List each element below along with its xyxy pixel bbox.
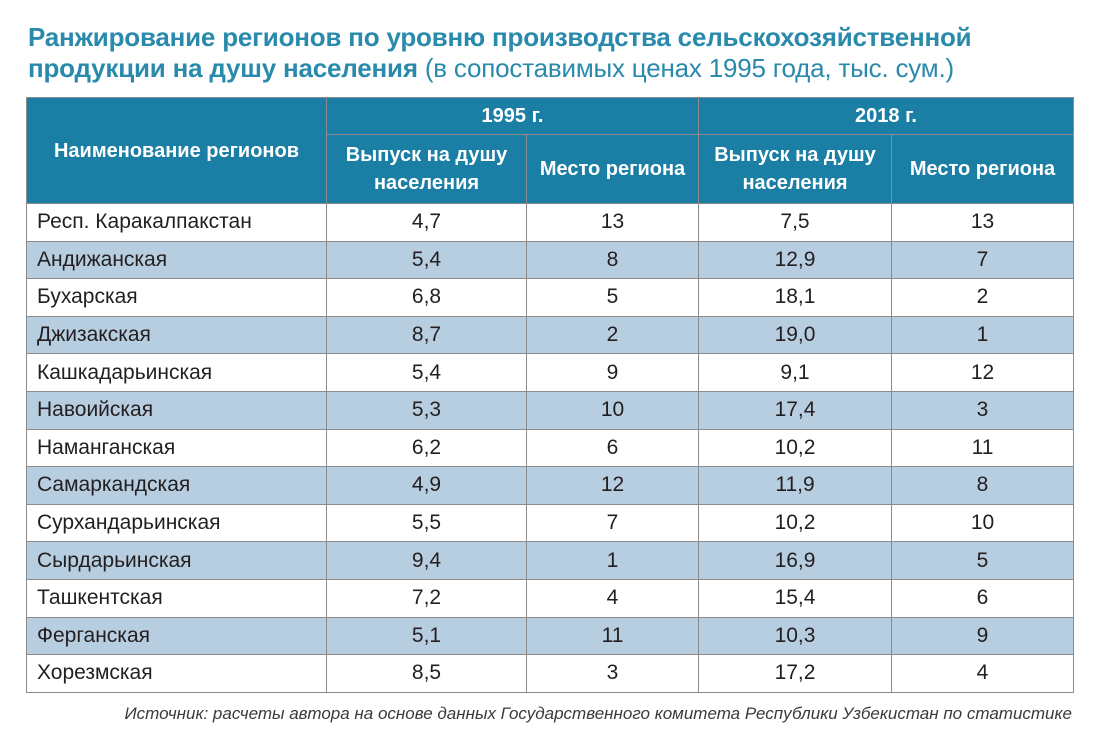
rank-1995-cell: 13 <box>526 203 699 242</box>
output-1995-cell: 5,4 <box>326 353 527 392</box>
region-cell: Респ. Каракалпакстан <box>26 203 327 242</box>
output-1995-cell: 4,9 <box>326 466 527 505</box>
output-1995-cell: 8,7 <box>326 315 527 355</box>
output-2018-cell: 12,9 <box>698 240 892 280</box>
rank-1995-header: Место региона <box>526 134 699 204</box>
output-1995-cell: 8,5 <box>326 654 527 693</box>
output-1995-cell: 6,8 <box>326 278 527 317</box>
output-1995-cell: 7,2 <box>326 578 527 618</box>
output-1995-cell: 5,3 <box>326 390 527 430</box>
rank-2018-cell: 5 <box>891 541 1074 580</box>
rank-2018-cell: 1 <box>891 315 1074 355</box>
rank-1995-cell: 3 <box>526 654 699 693</box>
output-2018-cell: 17,4 <box>698 390 892 430</box>
region-cell: Сырдарьинская <box>26 541 327 580</box>
rank-2018-cell: 4 <box>891 654 1074 693</box>
rank-2018-cell: 10 <box>891 503 1074 543</box>
output-2018-cell: 17,2 <box>698 654 892 693</box>
table-row: Бухарская 6,8 5 18,1 2 <box>26 278 1074 317</box>
table-row: Ферганская 5,1 11 10,3 9 <box>26 616 1074 656</box>
output-2018-cell: 10,3 <box>698 616 892 656</box>
output-2018-cell: 10,2 <box>698 503 892 543</box>
output-1995-cell: 5,1 <box>326 616 527 656</box>
rank-1995-cell: 10 <box>526 390 699 430</box>
output-2018-cell: 7,5 <box>698 203 892 242</box>
region-cell: Наманганская <box>26 428 327 468</box>
region-cell: Сурхандарьинская <box>26 503 327 543</box>
output-2018-cell: 18,1 <box>698 278 892 317</box>
table-row: Сурхандарьинская 5,5 7 10,2 10 <box>26 503 1074 543</box>
output-1995-cell: 9,4 <box>326 541 527 580</box>
region-cell: Кашкадарьинская <box>26 353 327 392</box>
rank-1995-cell: 4 <box>526 578 699 618</box>
table-row: Ташкентская 7,2 4 15,4 6 <box>26 578 1074 618</box>
region-cell: Хорезмская <box>26 654 327 693</box>
rank-1995-cell: 5 <box>526 278 699 317</box>
output-2018-cell: 10,2 <box>698 428 892 468</box>
ranking-table: Наименование регионов 1995 г. 2018 г. Вы… <box>26 97 1074 693</box>
table-row: Кашкадарьинская 5,4 9 9,1 12 <box>26 353 1074 392</box>
output-1995-cell: 4,7 <box>326 203 527 242</box>
table-row: Хорезмская 8,5 3 17,2 4 <box>26 654 1074 693</box>
title-subtitle: (в сопоставимых ценах 1995 года, тыс. су… <box>424 53 954 83</box>
output-1995-cell: 5,4 <box>326 240 527 280</box>
region-cell: Ферганская <box>26 616 327 656</box>
table-header: Наименование регионов 1995 г. 2018 г. Вы… <box>26 97 1074 204</box>
table-row: Андижанская 5,4 8 12,9 7 <box>26 240 1074 280</box>
table-row: Самаркандская 4,9 12 11,9 8 <box>26 466 1074 505</box>
output-2018-cell: 19,0 <box>698 315 892 355</box>
rank-2018-cell: 11 <box>891 428 1074 468</box>
table-row: Наманганская 6,2 6 10,2 11 <box>26 428 1074 468</box>
output-1995-cell: 5,5 <box>326 503 527 543</box>
source-note: Источник: расчеты автора на основе данны… <box>124 704 1072 723</box>
region-cell: Ташкентская <box>26 578 327 618</box>
output-1995-header: Выпуск на душу населения <box>326 134 527 204</box>
rank-1995-cell: 6 <box>526 428 699 468</box>
rank-2018-header: Место региона <box>891 134 1074 204</box>
rank-1995-cell: 8 <box>526 240 699 280</box>
output-2018-header: Выпуск на душу населения <box>698 134 892 204</box>
output-2018-cell: 11,9 <box>698 466 892 505</box>
table-body: Респ. Каракалпакстан 4,7 13 7,5 13 Андижанска… <box>26 203 1074 693</box>
rank-2018-cell: 6 <box>891 578 1074 618</box>
rank-2018-cell: 13 <box>891 203 1074 242</box>
rank-1995-cell: 12 <box>526 466 699 505</box>
table-row: Навоийская 5,3 10 17,4 3 <box>26 390 1074 430</box>
table-row: Джизакская 8,7 2 19,0 1 <box>26 315 1074 355</box>
region-cell: Бухарская <box>26 278 327 317</box>
rank-2018-cell: 7 <box>891 240 1074 280</box>
rank-2018-cell: 3 <box>891 390 1074 430</box>
year-1995-header: 1995 г. <box>326 97 699 135</box>
region-column-header: Наименование регионов <box>26 97 327 204</box>
output-1995-cell: 6,2 <box>326 428 527 468</box>
rank-2018-cell: 12 <box>891 353 1074 392</box>
rank-1995-cell: 7 <box>526 503 699 543</box>
title-main: Ранжирование регионов по уровню производ… <box>28 22 972 83</box>
region-cell: Самаркандская <box>26 466 327 505</box>
table-row: Сырдарьинская 9,4 1 16,9 5 <box>26 541 1074 580</box>
region-cell: Джизакская <box>26 315 327 355</box>
rank-1995-cell: 2 <box>526 315 699 355</box>
year-2018-header: 2018 г. <box>698 97 1074 135</box>
rank-1995-cell: 9 <box>526 353 699 392</box>
region-cell: Андижанская <box>26 240 327 280</box>
output-2018-cell: 9,1 <box>698 353 892 392</box>
rank-1995-cell: 1 <box>526 541 699 580</box>
rank-2018-cell: 2 <box>891 278 1074 317</box>
rank-2018-cell: 8 <box>891 466 1074 505</box>
page-title: Ранжирование регионов по уровню производ… <box>28 22 1078 84</box>
rank-2018-cell: 9 <box>891 616 1074 656</box>
output-2018-cell: 16,9 <box>698 541 892 580</box>
region-cell: Навоийская <box>26 390 327 430</box>
rank-1995-cell: 11 <box>526 616 699 656</box>
output-2018-cell: 15,4 <box>698 578 892 618</box>
table-row: Респ. Каракалпакстан 4,7 13 7,5 13 <box>26 203 1074 242</box>
